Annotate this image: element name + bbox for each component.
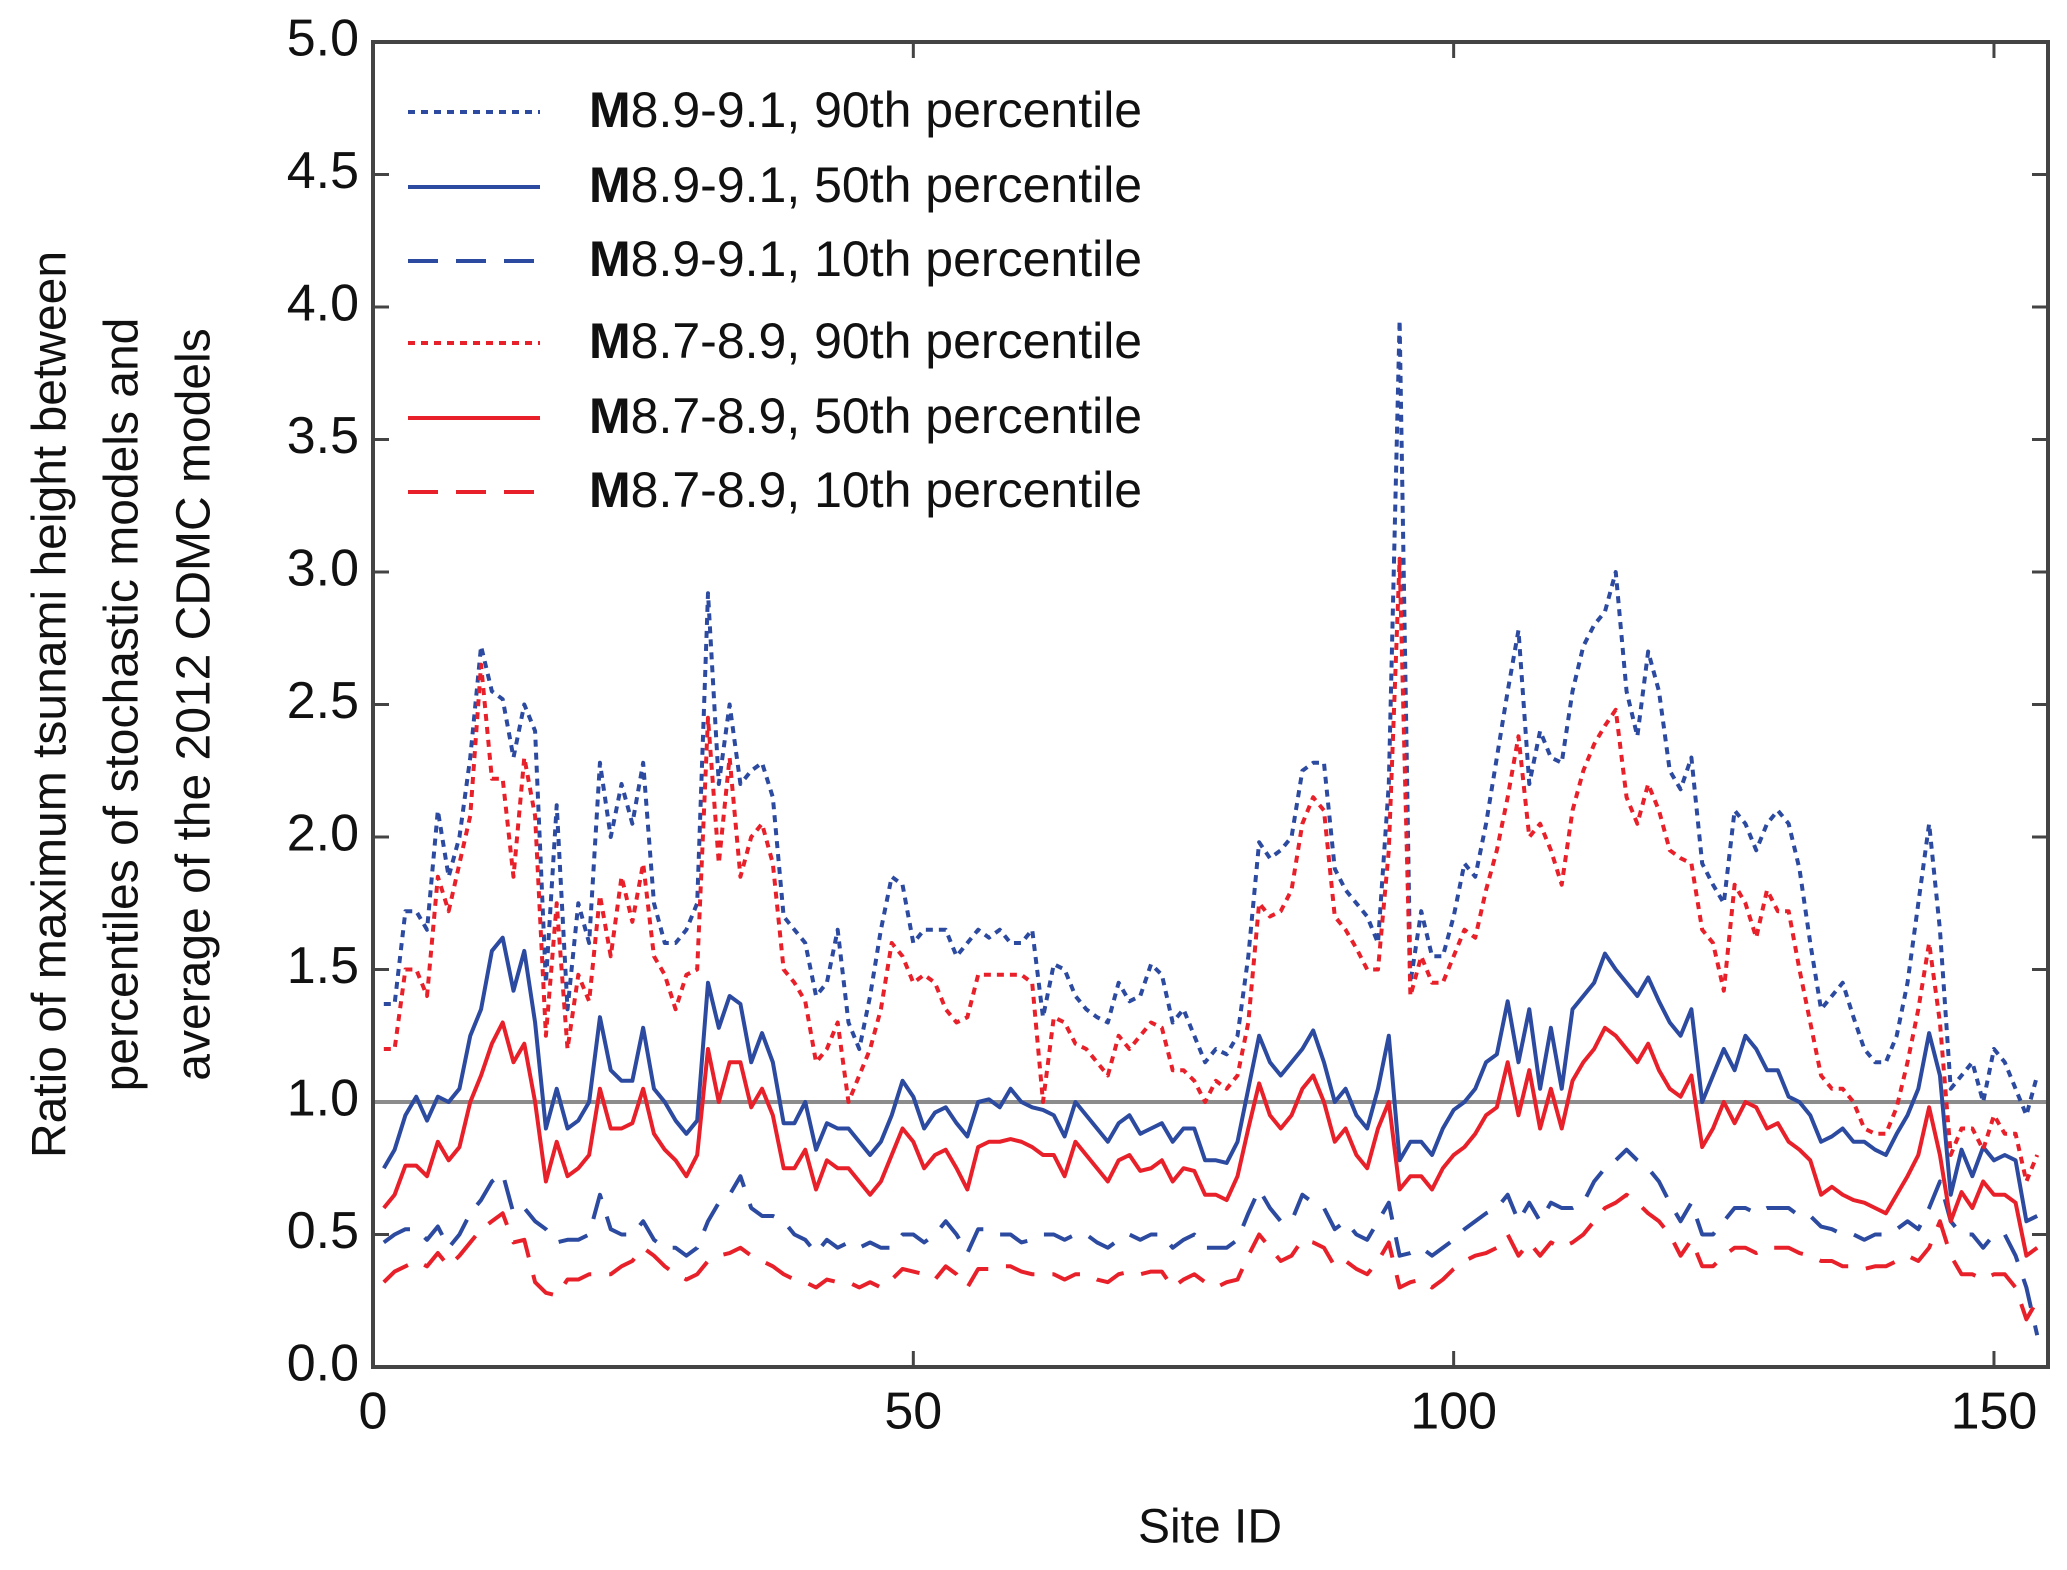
series-line [383,318,2040,1118]
y-axis-title: Ratio of maximum tsunami height between [24,251,77,1158]
x-tick-label: 0 [359,1383,388,1441]
y-tick-label: 3.0 [287,540,359,598]
y-tick-label: 2.5 [287,672,359,730]
y-tick-label: 5.0 [287,10,359,68]
legend-label: M8.9-9.1, 10th percentile [589,231,1143,287]
y-tick-label: 2.0 [287,805,359,863]
y-tick-label: 1.0 [287,1070,359,1128]
series-line [382,1192,2039,1322]
legend-label: M8.7-8.9, 90th percentile [589,313,1143,369]
y-tick-label: 1.5 [287,937,359,995]
plot-frame [371,40,2050,1369]
legend-label: M8.9-9.1, 50th percentile [589,157,1143,213]
series-line [382,1147,2040,1336]
legend-label: M8.9-9.1, 90th percentile [589,82,1143,138]
y-axis-title: percentiles of stochastic models and [96,318,149,1092]
x-tick-label: 150 [1951,1383,2038,1441]
y-tick-label: 4.5 [287,142,359,200]
legend-label: M8.7-8.9, 50th percentile [589,388,1143,444]
y-tick-label: 3.5 [287,407,359,465]
series-line [382,1020,2039,1258]
y-tick-label: 0.0 [287,1335,359,1393]
x-axis-title: Site ID [1138,1501,1282,1554]
y-axis-title: average of the 2012 CDMC models [168,328,221,1080]
y-tick-label: 0.5 [287,1202,359,1260]
y-tick-label: 4.0 [287,275,359,333]
x-tick-label: 100 [1410,1383,1497,1441]
x-tick-label: 50 [884,1383,942,1441]
legend-label: M8.7-8.9, 10th percentile [589,462,1143,518]
series-line [382,935,2039,1224]
series-line [383,556,2040,1184]
